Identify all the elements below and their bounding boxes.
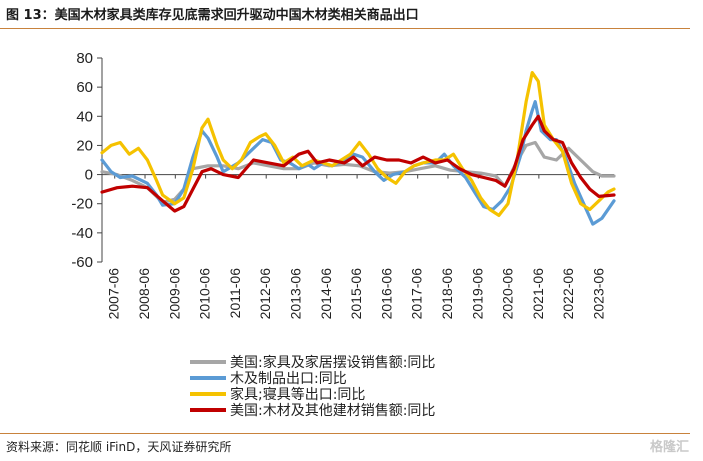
y-tick-label: 80 [76, 50, 93, 67]
series-line-3 [100, 71, 616, 217]
legend-label-3: 家具;寝具等出口:同比 [230, 386, 365, 403]
y-tick-label: 60 [76, 79, 93, 96]
series-lines [100, 71, 616, 226]
legend-label-4: 美国:木材及其他建材销售额:同比 [230, 403, 435, 419]
x-tick-label: 2008-06 [136, 268, 152, 320]
legend: 美国:家具及家居摆设销售额:同比木及制品出口:同比家具;寝具等出口:同比美国:木… [190, 354, 435, 419]
x-tick-label: 2010-06 [197, 268, 213, 320]
x-tick-label: 2007-06 [106, 268, 122, 320]
legend-label-2: 木及制品出口:同比 [230, 371, 347, 387]
axes: -60 -40 -20 0 20 40 60 80 2007-06 2008-06 2009-06 2… [71, 50, 614, 319]
x-tick-label: 2011-06 [227, 268, 243, 319]
x-tick-label: 2022-06 [560, 268, 576, 320]
series-line-4 [100, 114, 616, 213]
watermark-logo: 格隆汇 [649, 440, 689, 455]
x-tick-label: 2014-06 [318, 268, 334, 320]
y-tick-label: -40 [71, 225, 93, 242]
y-tick-label: 40 [76, 108, 93, 125]
y-tick-label: -60 [71, 254, 93, 271]
x-tick-label: 2021-06 [530, 268, 546, 320]
footer-divider [0, 433, 690, 434]
x-tick-label: 2017-06 [409, 268, 425, 320]
x-tick-label: 2018-06 [439, 268, 455, 320]
x-tick-label: 2020-06 [500, 268, 516, 320]
chart-title: 图 13：美国木材家具类库存见底需求回升驱动中国木材类相关商品出口 [6, 8, 419, 23]
y-tick-label: -20 [71, 196, 93, 213]
y-tick-label: 0 [85, 167, 93, 184]
x-tick-label: 2023-06 [590, 268, 606, 320]
x-tick-label: 2016-06 [378, 268, 394, 320]
series-line-1 [100, 140, 616, 204]
x-tick-label: 2009-06 [166, 268, 182, 320]
x-tick-label: 2013-06 [287, 268, 303, 320]
y-tick-label: 20 [76, 137, 93, 154]
legend-label-1: 美国:家具及家居摆设销售额:同比 [230, 354, 435, 371]
title-divider [0, 28, 690, 29]
x-tick-label: 2019-06 [469, 268, 485, 320]
source-note: 资料来源：同花顺 iFinD，天风证券研究所 [6, 440, 232, 454]
x-tick-label: 2015-06 [348, 268, 364, 320]
x-tick-label: 2012-06 [257, 268, 273, 320]
